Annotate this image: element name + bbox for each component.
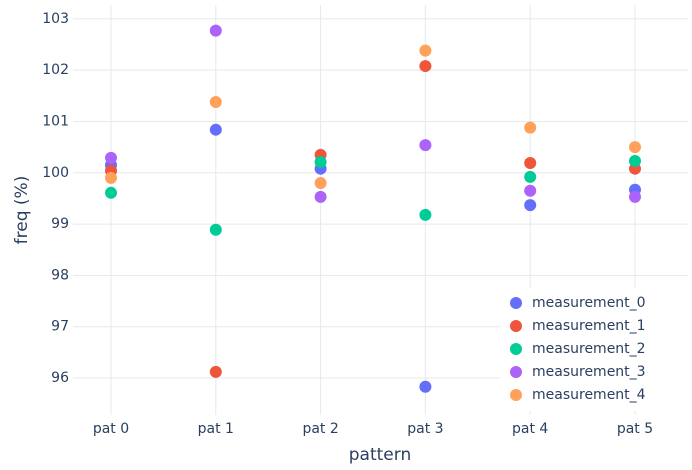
x-tick-label: pat 2	[302, 421, 338, 437]
y-axis-title: freq (%)	[12, 176, 32, 245]
point	[419, 139, 432, 152]
point	[629, 190, 641, 203]
point	[105, 151, 117, 164]
x-axis-title: pattern	[349, 445, 411, 465]
legend: measurement_0 measurement_1 measurement_2m…	[500, 288, 688, 411]
y-tick-label: 96	[51, 370, 69, 386]
x-tick-label: pat 1	[198, 421, 234, 437]
point	[524, 184, 537, 197]
y-tick-label: 98	[51, 267, 69, 283]
point	[419, 208, 432, 221]
point	[314, 156, 327, 169]
y-tick-label: 100	[42, 165, 69, 181]
x-tick-label: pat 3	[407, 421, 443, 437]
point	[524, 121, 537, 134]
legend-label: measurement_1	[532, 318, 646, 334]
legend-marker	[510, 320, 522, 332]
point	[209, 95, 222, 108]
legend-label: measurement_3	[532, 364, 646, 380]
point	[524, 157, 537, 170]
legend-label: measurement_2	[532, 341, 646, 357]
point	[629, 141, 641, 154]
y-tick-label: 103	[42, 11, 69, 27]
legend-marker	[510, 297, 522, 309]
point	[524, 199, 537, 212]
legend-box	[500, 288, 688, 411]
point	[314, 190, 327, 203]
point	[629, 154, 641, 167]
point	[105, 186, 117, 199]
x-tick-label: pat 5	[617, 421, 653, 437]
point	[419, 44, 432, 57]
point	[209, 24, 222, 37]
y-tick-label: 101	[42, 113, 69, 129]
point	[314, 177, 327, 190]
legend-label: measurement_4	[532, 387, 646, 403]
legend-marker	[510, 389, 522, 401]
legend-marker	[510, 366, 522, 378]
x-tick-label: pat 0	[93, 421, 129, 437]
point	[209, 223, 222, 236]
point	[209, 365, 222, 378]
y-tick-label: 97	[51, 319, 69, 335]
legend-marker	[510, 343, 522, 355]
point	[209, 123, 222, 136]
point	[419, 60, 432, 73]
x-tick-label: pat 4	[512, 421, 548, 437]
point	[524, 170, 537, 183]
point	[105, 171, 117, 184]
y-tick-label: 102	[42, 62, 69, 78]
legend-label: measurement_0	[532, 295, 646, 311]
y-tick-label: 99	[51, 216, 69, 232]
point	[419, 380, 432, 393]
